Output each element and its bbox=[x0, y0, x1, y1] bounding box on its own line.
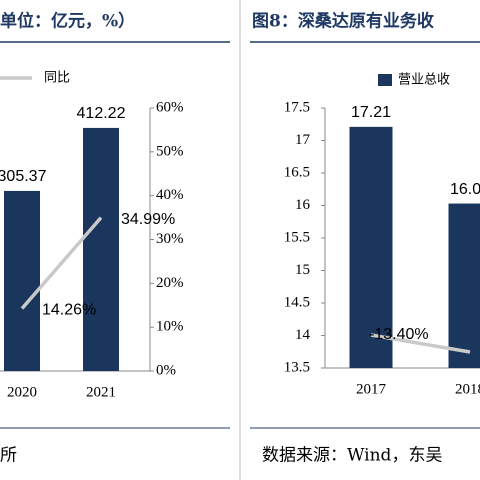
chart-title: 图8：深桑达原有业务收 bbox=[252, 11, 434, 32]
bar bbox=[4, 190, 40, 371]
bar bbox=[349, 126, 393, 368]
source: 所 bbox=[0, 446, 17, 466]
x-tick-label: 2017 bbox=[356, 381, 387, 397]
y-tick-label: 17 bbox=[295, 132, 311, 148]
y-tick-label: 16 bbox=[295, 197, 311, 213]
chart-title: 单位：亿元，%） bbox=[0, 11, 135, 32]
legend-label: 同比 bbox=[44, 69, 70, 84]
y2-tick-label: 10% bbox=[156, 319, 184, 335]
x-tick-label: 2021 bbox=[86, 384, 116, 400]
y-tick-label: 16.5 bbox=[284, 164, 310, 180]
bar-value-label: 17.21 bbox=[351, 104, 391, 121]
bar-value-label: 305.37 bbox=[0, 168, 47, 185]
line-value-label: 34.99% bbox=[121, 211, 175, 228]
source: 数据来源：Wind，东吴 bbox=[262, 446, 442, 466]
y2-tick-label: 0% bbox=[156, 362, 176, 378]
y-tick-label: 14.5 bbox=[284, 294, 310, 310]
bar bbox=[83, 127, 119, 372]
x-tick-label: 2018 bbox=[455, 381, 480, 397]
line-value-label: 14.26% bbox=[42, 302, 96, 319]
y2-tick-label: 30% bbox=[156, 231, 184, 247]
line bbox=[20, 216, 103, 310]
y-tick-label: 14 bbox=[295, 327, 311, 343]
y-tick-label: 13.5 bbox=[284, 359, 310, 375]
y2-tick-label: 50% bbox=[156, 143, 184, 159]
legend-swatch bbox=[378, 74, 392, 86]
bar-value-label: 412.22 bbox=[77, 105, 126, 122]
legend-label: 营业总收 bbox=[398, 71, 450, 86]
bar-value-label: 16.03 bbox=[450, 181, 480, 198]
x-tick-label: 2020 bbox=[7, 384, 37, 400]
y-tick-label: 15 bbox=[295, 262, 310, 278]
y2-tick-label: 20% bbox=[156, 275, 184, 291]
y2-tick-label: 60% bbox=[156, 99, 184, 115]
y2-tick-label: 40% bbox=[156, 187, 184, 203]
y-tick-label: 15.5 bbox=[284, 229, 310, 245]
y-tick-label: 17.5 bbox=[284, 99, 310, 115]
line-value-label: -13.40% bbox=[369, 326, 429, 343]
bar bbox=[448, 203, 480, 368]
line bbox=[370, 333, 471, 354]
